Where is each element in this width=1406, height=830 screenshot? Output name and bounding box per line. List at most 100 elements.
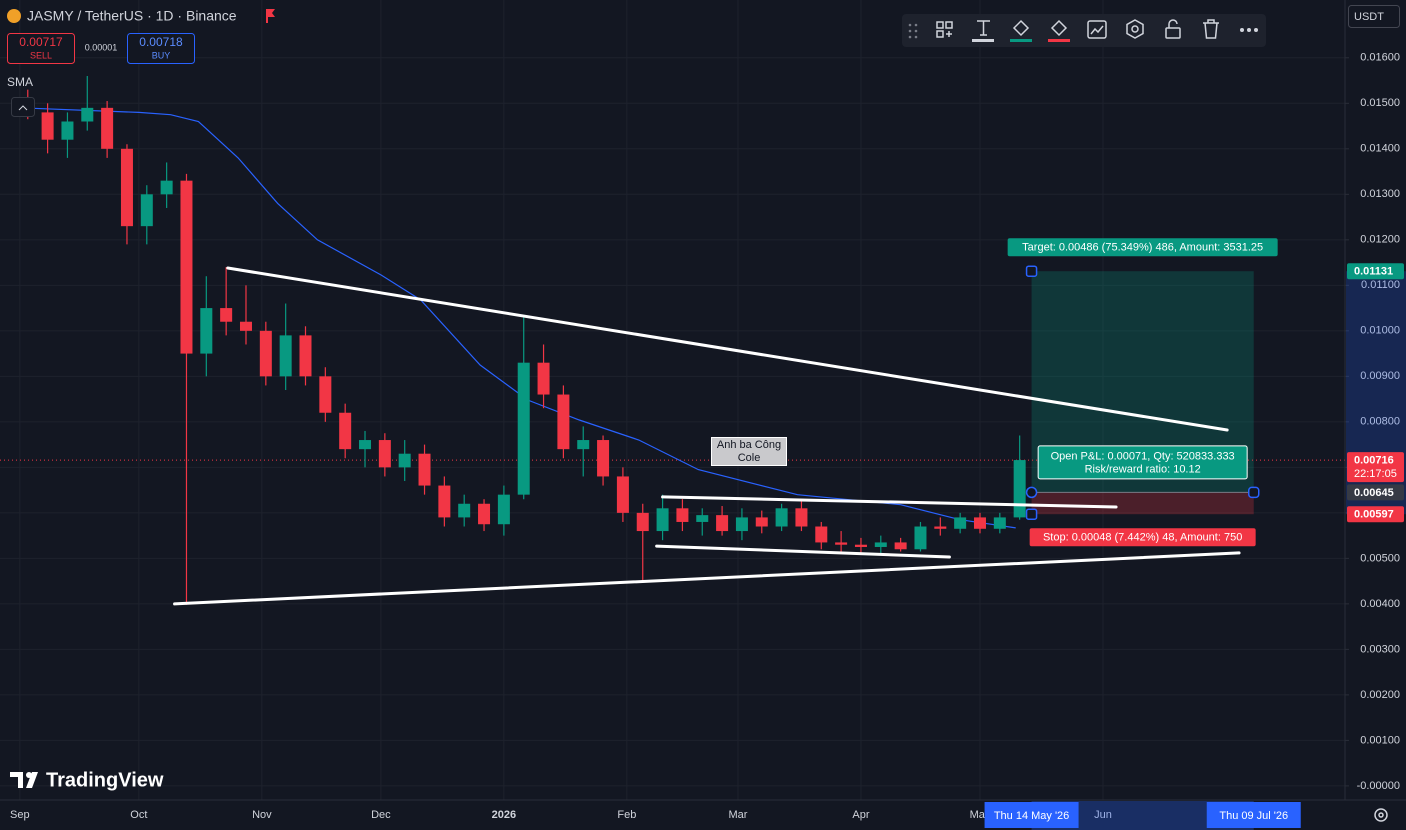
drag-handle[interactable] (908, 23, 918, 39)
rr-label: Risk/reward ratio: 10.12 (1085, 463, 1201, 475)
collapse-button[interactable] (11, 97, 35, 117)
line-color-button[interactable] (1048, 19, 1070, 42)
text-button[interactable] (972, 20, 994, 42)
sell-button[interactable] (7, 33, 75, 64)
flag-icon[interactable] (266, 9, 275, 23)
trend-line (173, 551, 1241, 606)
x-tick-label: Oct (130, 809, 147, 821)
trend-line (661, 495, 1118, 509)
price-tag: 0.01131 (1354, 266, 1393, 278)
symbol-icon (7, 9, 21, 23)
price-tag-box (1347, 506, 1404, 523)
date-tag-box (1206, 802, 1301, 828)
y-tick-label: 0.01600 (1360, 52, 1400, 64)
candle-body (696, 515, 709, 522)
candle-body (735, 517, 748, 532)
trend-line (655, 544, 951, 559)
target-label-box (1007, 238, 1278, 257)
position-handle (1247, 486, 1260, 499)
chart-settings-button[interactable] (1374, 808, 1388, 822)
spread: 0.00001 (85, 42, 118, 52)
buy-button[interactable] (127, 33, 195, 64)
sell-price: 0.00717 (19, 35, 63, 49)
candle-body (259, 330, 272, 377)
candle-body (874, 542, 887, 547)
lock-button[interactable] (1165, 19, 1181, 39)
sma-line (19, 107, 1016, 529)
y-tick-label: 0.01100 (1361, 279, 1400, 291)
candle-body (339, 412, 352, 450)
stop-label-box (1029, 528, 1256, 547)
candle-body (597, 440, 610, 477)
y-tick-label: -0.00000 (1357, 780, 1400, 792)
pnl-label: Open P&L: 0.00071, Qty: 520833.333 (1051, 450, 1235, 462)
position-handle (1025, 265, 1038, 277)
countdown: 22:17:05 (1354, 468, 1397, 480)
indicator-name: SMA (7, 75, 33, 89)
x-tick-label: Dec (371, 809, 391, 821)
settings-button[interactable] (1126, 19, 1144, 39)
settings-chart-button[interactable] (1087, 20, 1107, 39)
pnl-box (1037, 445, 1248, 480)
candle-body (279, 335, 292, 377)
candle-body (359, 440, 372, 450)
last-price: 0.00716 (1354, 454, 1394, 466)
y-tick-label: 0.00500 (1360, 552, 1400, 564)
y-tick-label: 0.01500 (1360, 97, 1400, 109)
sell-label: SELL (30, 50, 52, 60)
candle-body (458, 503, 471, 518)
more-button[interactable] (1240, 28, 1258, 32)
candle-body (557, 394, 570, 450)
candle-body (775, 508, 788, 527)
candle-body (973, 517, 986, 529)
note-line: Cole (738, 452, 761, 464)
candle-body (894, 542, 907, 550)
y-tick-label: 0.00400 (1360, 598, 1400, 610)
candle-body (180, 180, 193, 354)
currency-button[interactable] (1348, 5, 1400, 28)
date-tag: Thu 09 Jul '26 (1219, 810, 1288, 822)
price-tag: 0.00645 (1354, 487, 1394, 499)
candle-body (517, 362, 530, 495)
candle-body (954, 517, 967, 529)
candle-body (616, 476, 629, 513)
candle-body (378, 440, 391, 468)
y-tick-label: 0.01300 (1360, 188, 1400, 200)
logo-icon-dot (26, 772, 32, 778)
x-tick-label: Feb (617, 809, 636, 821)
candle-body (61, 121, 74, 140)
candle-body (934, 526, 947, 529)
logo-text: TradingView (46, 769, 164, 791)
x-tick-label: Mar (728, 809, 747, 821)
note-box[interactable] (711, 437, 787, 466)
y-tick-label: 0.01200 (1360, 234, 1400, 246)
candle-body (676, 508, 689, 522)
y-tick-label: 0.00800 (1360, 416, 1400, 428)
templates-button[interactable] (936, 21, 953, 38)
candle-body (101, 107, 114, 149)
x-tick-label: Jun (1094, 809, 1112, 821)
candle-body (755, 517, 768, 527)
fill-color-button[interactable] (1010, 19, 1032, 42)
candle-body (239, 321, 252, 331)
overlay: JASMY / TetherUS · 1D · Binance 0.00717 … (7, 5, 1406, 830)
date-tag: Thu 14 May '26 (994, 810, 1069, 822)
delete-button[interactable] (1203, 19, 1219, 39)
position-handle (1025, 486, 1038, 499)
y-tick-label: 0.00100 (1360, 734, 1400, 746)
y-tick-label: 0.00900 (1360, 370, 1400, 382)
candle-body (1013, 460, 1026, 518)
candle-body (200, 308, 213, 354)
candle-body (160, 180, 173, 195)
candle-body (120, 148, 133, 227)
note-line: Anh ba Công (717, 439, 781, 451)
position-handle (1025, 508, 1038, 520)
candle-body (854, 544, 867, 547)
price-tag-box (1347, 484, 1404, 501)
currency: USDT (1354, 11, 1384, 23)
x-tick-label: 2026 (492, 809, 516, 821)
y-tick-label: 0.01000 (1360, 325, 1400, 337)
y-tick-label: 0.01400 (1360, 143, 1400, 155)
y-tick-label: 0.00300 (1360, 643, 1400, 655)
